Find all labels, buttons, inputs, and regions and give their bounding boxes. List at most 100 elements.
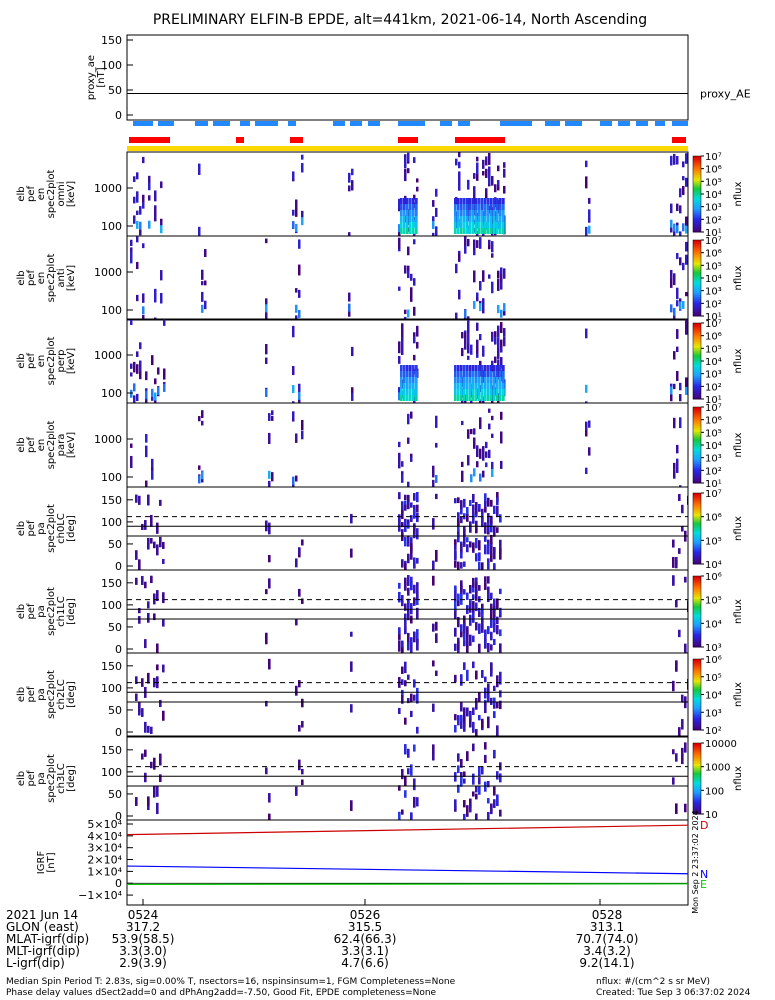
pitch-cell: [435, 621, 438, 631]
spectrogram-cell: [145, 371, 148, 381]
spectrogram-cell: [487, 198, 490, 204]
spectrogram-cell: [413, 194, 416, 200]
footer-mlt-1: 3.3(3.0): [119, 944, 167, 958]
spectrogram-colorbar-3-tick-label: 10⁵: [705, 428, 722, 439]
pitch-cell: [413, 584, 416, 594]
spectrogram-cell: [301, 420, 304, 431]
spectrogram-colorbar-1-swatch: [693, 300, 701, 304]
spectrogram-colorbar-0-swatch: [693, 216, 701, 220]
spectrogram-cell: [494, 336, 497, 345]
spectrogram-colorbar-2-tick-label: 10³: [705, 370, 722, 381]
spectrogram-colorbar-3-swatch: [693, 424, 701, 427]
pitch-colorbar-2-swatch: [693, 674, 701, 678]
pitch-cell: [404, 520, 407, 528]
science-zone-bar: [240, 121, 250, 126]
pitch-cell: [162, 664, 165, 673]
spectrogram-cell: [400, 210, 403, 216]
pitch-cell: [466, 707, 469, 717]
spectrogram-cell: [497, 304, 500, 313]
spectrogram-cell: [482, 351, 485, 357]
pitch-cell: [496, 771, 499, 780]
pitch-cell: [401, 522, 404, 528]
pitch-colorbar-2-swatch: [693, 666, 701, 669]
vertical-date-stamp: Mon Sep 2 23:37:02 2024: [691, 810, 700, 914]
pitch-cell: [150, 514, 153, 527]
pitch-tick-label: 100: [101, 766, 122, 779]
spectrogram-cell: [473, 300, 476, 309]
spectrogram-cell: [472, 377, 475, 383]
spectrogram-cell: [457, 395, 460, 401]
spectrogram-cell: [502, 389, 505, 395]
pitch-cell: [490, 803, 493, 815]
pitch-cell: [435, 493, 438, 500]
spectrogram-cell: [142, 156, 145, 164]
spectrogram-cell: [585, 160, 588, 168]
pitch-cell: [398, 591, 401, 603]
spectrogram-cell: [348, 232, 351, 236]
pitch-colorbar-2-swatch: [693, 683, 701, 687]
pitch-cell: [398, 640, 401, 652]
spectrogram-cell: [458, 171, 461, 183]
spectrogram-colorbar-3-label-text: nflux: [733, 432, 744, 457]
pitch-cell: [401, 689, 404, 697]
spectrogram-colorbar-0-swatch: [693, 175, 701, 178]
pitch-ylabel-3-line: elb: [16, 771, 27, 786]
spectrogram-cell: [588, 447, 591, 456]
pitch-cell: [478, 785, 481, 795]
spectrogram-cell: [160, 220, 163, 226]
pitch-cell: [475, 670, 478, 680]
spectrogram-cell: [163, 319, 166, 326]
spectrogram-cell: [478, 228, 481, 234]
spectrogram-cell: [685, 386, 688, 395]
spectrogram-cell: [502, 395, 505, 401]
spectrogram-cell: [406, 365, 409, 371]
pitch-cell: [684, 742, 687, 753]
pitch-cell: [487, 780, 490, 788]
spectrogram-cell: [475, 371, 478, 377]
pitch-cell: [138, 616, 141, 624]
spectrogram-cell: [676, 329, 679, 339]
spectrogram-cell: [485, 193, 488, 199]
spectrogram-colorbar-0-swatch: [693, 156, 701, 159]
pitch-cell: [401, 768, 404, 780]
pitch-cell: [410, 515, 413, 521]
pitch-colorbar-2-swatch: [693, 710, 701, 713]
spectrogram-cell: [685, 225, 688, 234]
spectrogram-cell: [493, 198, 496, 204]
spectrogram-cell: [404, 171, 407, 182]
spectrogram-cell: [404, 158, 407, 169]
spectrogram-cell: [475, 395, 478, 401]
pitch-tick-label: 100: [101, 682, 122, 695]
pitch-cell: [407, 632, 410, 645]
spectrogram-cell: [478, 222, 481, 228]
spectrogram-tick-label: 1000: [94, 349, 122, 362]
spectrogram-cell: [136, 351, 139, 358]
spectrogram-colorbar-0-swatch: [693, 228, 701, 231]
pitch-cell: [499, 629, 502, 637]
spectrogram-cell: [484, 198, 487, 204]
spectrogram-cell: [142, 306, 145, 315]
spectrogram-colorbar-3-swatch: [693, 441, 701, 444]
pitch-cell: [144, 721, 147, 733]
spectrogram-cell: [142, 243, 145, 249]
spectrogram-cell: [154, 205, 157, 214]
pitch-cell: [407, 575, 410, 586]
spectrogram-cell: [455, 158, 458, 166]
pitch-colorbar-1-swatch: [693, 625, 701, 628]
spectrogram-cell: [676, 461, 679, 473]
pitch-cell: [460, 674, 463, 686]
pitch-colorbar-0-swatch: [693, 549, 701, 553]
spectrogram-cell: [454, 383, 457, 389]
spectrogram-cell: [473, 270, 476, 283]
spectrogram-cell: [136, 393, 139, 402]
spectrogram-tick-label: 100: [101, 220, 122, 233]
spectrogram-colorbar-2-tick-label: 10²: [705, 382, 722, 393]
spectrogram-cell: [496, 383, 499, 389]
pitch-colorbar-0-swatch: [693, 517, 701, 521]
pitch-colorbar-2-swatch: [693, 662, 701, 665]
pitch-colorbar-1-swatch: [693, 576, 701, 579]
pitch-cell: [457, 513, 460, 526]
pitch-cell: [404, 661, 407, 674]
pitch-cell: [410, 578, 413, 591]
